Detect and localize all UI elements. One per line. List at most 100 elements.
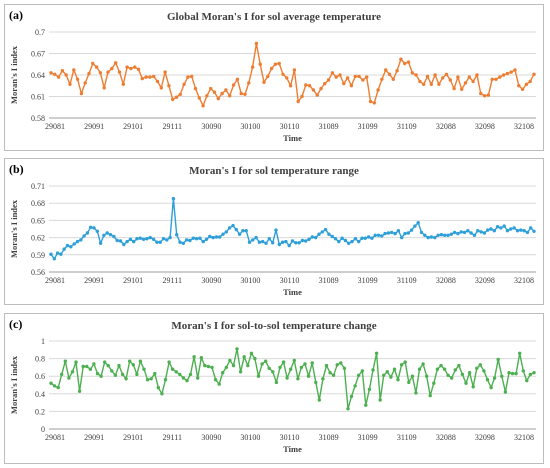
data-point	[363, 236, 367, 240]
data-point	[314, 380, 318, 385]
data-point	[437, 82, 441, 87]
data-point	[72, 68, 76, 72]
x-tick-label: 29111	[163, 122, 182, 131]
data-point	[231, 363, 236, 368]
data-point	[444, 72, 449, 77]
data-point	[153, 371, 157, 376]
data-point	[513, 68, 517, 72]
data-point	[287, 243, 291, 248]
data-point	[315, 93, 319, 97]
chart-title: Global Moran's I for sol average tempera…	[166, 11, 382, 23]
data-point	[317, 398, 321, 402]
data-point	[191, 236, 195, 240]
data-point	[224, 230, 228, 234]
data-point	[409, 228, 414, 232]
data-point	[250, 65, 255, 69]
x-tick-label: 30110	[280, 276, 300, 285]
data-point	[257, 240, 262, 244]
data-point	[482, 231, 487, 235]
data-point	[258, 62, 262, 66]
data-point	[317, 232, 321, 236]
data-point	[479, 91, 483, 96]
data-point	[383, 231, 387, 236]
data-point	[211, 235, 215, 240]
data-point	[374, 351, 379, 355]
data-point	[264, 241, 268, 245]
data-point	[450, 376, 454, 380]
data-point	[217, 382, 221, 386]
series-line	[50, 348, 535, 410]
data-point	[105, 231, 109, 235]
data-point	[360, 236, 364, 240]
data-point	[396, 378, 400, 382]
data-point	[333, 237, 338, 241]
data-point	[70, 370, 75, 374]
data-point	[79, 91, 84, 96]
data-point	[335, 363, 339, 367]
data-point	[243, 92, 247, 97]
data-point	[307, 237, 311, 241]
data-point	[271, 370, 275, 374]
x-tick-label: 29101	[123, 122, 143, 131]
data-point	[128, 237, 133, 241]
x-tick-label: 31099	[358, 276, 378, 285]
data-point	[489, 227, 493, 231]
data-point	[376, 233, 381, 237]
data-point	[482, 94, 487, 98]
data-point	[509, 227, 513, 231]
data-point	[49, 252, 53, 256]
x-tick-label: 32098	[475, 276, 495, 285]
y-tick-label: 0.2	[35, 407, 45, 416]
data-point	[492, 376, 497, 380]
y-tick-label: 0.7	[35, 28, 45, 37]
data-point	[532, 229, 536, 233]
data-point	[387, 72, 392, 77]
data-point	[178, 372, 182, 377]
data-point	[285, 376, 289, 380]
data-point	[205, 94, 209, 98]
data-point	[453, 368, 457, 372]
data-point	[376, 88, 380, 92]
data-point	[403, 61, 407, 66]
data-point	[476, 229, 480, 233]
data-point	[321, 377, 325, 381]
data-point	[460, 372, 465, 377]
data-point	[524, 82, 529, 87]
data-point	[340, 236, 344, 240]
data-point	[443, 233, 447, 237]
chart-panel-b: (b) Moran's I for sol temperature range …	[4, 158, 544, 305]
data-point	[392, 367, 397, 371]
data-point	[495, 225, 500, 229]
data-point	[414, 73, 418, 77]
data-point	[507, 371, 511, 375]
data-point	[300, 238, 305, 243]
x-tick-label: 31099	[358, 433, 378, 442]
data-point	[128, 359, 132, 363]
data-point	[247, 240, 252, 244]
data-point	[201, 239, 205, 244]
data-point	[331, 373, 336, 377]
data-point	[532, 371, 536, 375]
data-point	[406, 231, 410, 235]
data-point	[281, 360, 286, 364]
data-point	[421, 362, 425, 366]
data-point	[435, 367, 440, 371]
data-point	[94, 65, 99, 69]
data-point	[56, 385, 60, 390]
data-point	[324, 363, 329, 368]
data-point	[174, 95, 179, 99]
data-point	[416, 221, 420, 225]
x-tick-label: 30090	[201, 276, 221, 285]
x-tick-label: 30110	[280, 433, 300, 442]
data-point	[297, 241, 301, 245]
data-point	[149, 377, 153, 381]
y-tick-label: 0.61	[31, 93, 45, 102]
data-point	[310, 235, 314, 239]
data-point	[206, 364, 211, 369]
data-point	[509, 70, 513, 74]
data-point	[428, 393, 432, 398]
data-point	[304, 239, 308, 243]
data-point	[155, 79, 160, 84]
data-point	[371, 368, 375, 372]
data-point	[292, 358, 296, 363]
